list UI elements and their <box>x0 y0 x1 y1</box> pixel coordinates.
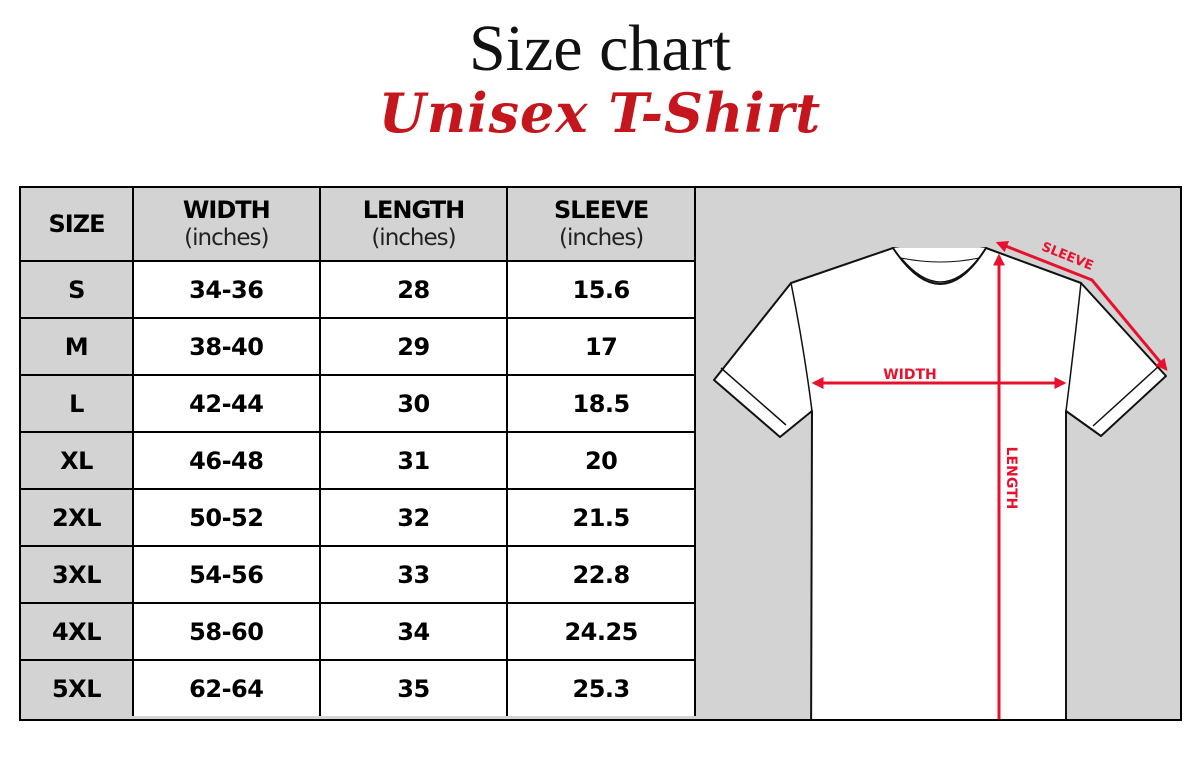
table-header-row: SIZE WIDTH (inches) LENGTH (inches) SLEEVE… <box>21 188 696 262</box>
header-size: SIZE <box>21 188 134 262</box>
header-width: WIDTH (inches) <box>131 188 321 262</box>
length-cell: 34 <box>318 602 509 661</box>
width-label: WIDTH <box>883 367 937 383</box>
table-row: 3XL 54-56 33 22.8 <box>21 545 696 604</box>
width-cell: 54-56 <box>131 545 321 604</box>
size-cell: M <box>21 317 134 376</box>
sleeve-arrow <box>995 240 1168 371</box>
width-cell: 58-60 <box>131 602 321 661</box>
width-cell: 34-36 <box>131 260 321 319</box>
page-title: Size chart <box>468 12 732 85</box>
sleeve-cell: 17 <box>506 317 696 376</box>
length-cell: 29 <box>318 317 509 376</box>
table-row: L 42-44 30 18.5 <box>21 374 696 433</box>
sleeve-cell: 15.6 <box>506 260 696 319</box>
sleeve-cell: 20 <box>506 431 696 490</box>
size-cell: XL <box>21 431 134 490</box>
page-subtitle: Unisex T-Shirt <box>378 81 822 145</box>
table-row: 2XL 50-52 32 21.5 <box>21 488 696 547</box>
length-cell: 28 <box>318 260 509 319</box>
length-cell: 30 <box>318 374 509 433</box>
width-cell: 38-40 <box>131 317 321 376</box>
table-row: XL 46-48 31 20 <box>21 431 696 490</box>
width-cell: 50-52 <box>131 488 321 547</box>
sleeve-cell: 25.3 <box>506 659 696 716</box>
table-row: S 34-36 28 15.6 <box>21 260 696 319</box>
sleeve-cell: 24.25 <box>506 602 696 661</box>
table-row: 4XL 58-60 34 24.25 <box>21 602 696 661</box>
size-cell: 2XL <box>21 488 134 547</box>
size-cell: 4XL <box>21 602 134 661</box>
tshirt-illustration: WIDTH LENGTH SLEEVE <box>713 240 1168 762</box>
length-cell: 35 <box>318 659 509 716</box>
header-length: LENGTH (inches) <box>318 188 509 262</box>
size-cell: L <box>21 374 134 433</box>
size-cell: S <box>21 260 134 319</box>
length-cell: 31 <box>318 431 509 490</box>
width-cell: 62-64 <box>131 659 321 716</box>
table-row: M 38-40 29 17 <box>21 317 696 376</box>
header-sleeve: SLEEVE (inches) <box>506 188 696 262</box>
length-cell: 33 <box>318 545 509 604</box>
size-chart-frame: SIZE WIDTH (inches) LENGTH (inches) SLEEVE… <box>19 186 1182 762</box>
length-cell: 32 <box>318 488 509 547</box>
sleeve-cell: 22.8 <box>506 545 696 604</box>
size-cell: 3XL <box>21 545 134 604</box>
tshirt-diagram: WIDTH LENGTH SLEEVE <box>696 188 1180 762</box>
tshirt-outline <box>713 247 1167 762</box>
sleeve-cell: 21.5 <box>506 488 696 547</box>
width-cell: 46-48 <box>131 431 321 490</box>
size-cell: 5XL <box>21 659 134 716</box>
measurement-arrows <box>811 240 1168 762</box>
width-cell: 42-44 <box>131 374 321 433</box>
size-table: SIZE WIDTH (inches) LENGTH (inches) SLEEVE… <box>21 188 696 716</box>
sleeve-cell: 18.5 <box>506 374 696 433</box>
table-row: 5XL 62-64 35 25.3 <box>21 659 696 716</box>
length-label: LENGTH <box>1003 447 1019 510</box>
